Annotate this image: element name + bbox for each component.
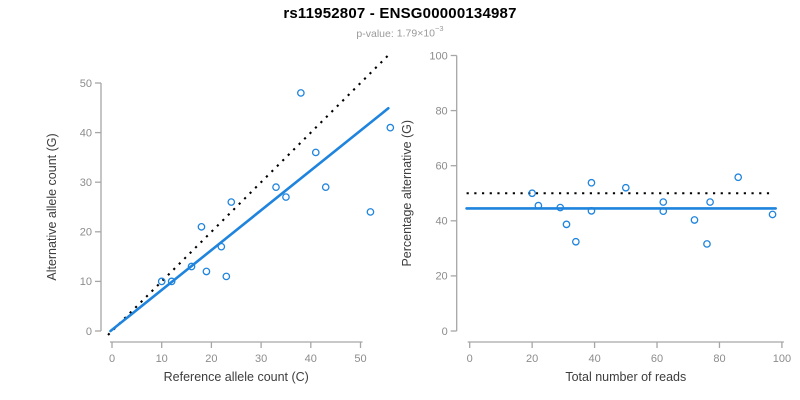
data-point	[217, 242, 226, 251]
data-point	[222, 272, 231, 281]
data-point	[386, 123, 395, 132]
x-tick-label: 30	[255, 353, 267, 365]
x-tick-label: 10	[156, 353, 168, 365]
p-value-subtitle: p-value: 1.79×10−3	[0, 24, 800, 40]
y-tick-label: 60	[435, 161, 447, 173]
data-point	[167, 277, 176, 286]
x-tick-label: 50	[354, 353, 366, 365]
regression-line	[109, 106, 390, 333]
data-point	[202, 267, 211, 276]
data-point	[272, 183, 280, 192]
identity-line	[107, 53, 393, 336]
left-plot: 0 10 20 30 40 50 0 10 20 30 40 50 Reference allele c…	[45, 53, 395, 384]
x-tick-label: 0	[109, 353, 115, 365]
data-point	[734, 173, 743, 182]
data-point	[690, 216, 699, 224]
data-point	[321, 183, 330, 192]
right-plot: 0 20 40 60 80 100 0 20 40 60 80 100 Total number of …	[400, 50, 791, 384]
x-tick-label: 100	[773, 353, 791, 365]
x-tick-label: 60	[651, 353, 663, 365]
data-point	[282, 193, 290, 201]
data-point	[311, 148, 320, 157]
data-point	[706, 198, 714, 206]
x-tick-label: 40	[588, 353, 600, 365]
data-point	[659, 207, 668, 216]
y-axis-title: Alternative allele count (G)	[45, 133, 59, 280]
x-tick-label: 40	[305, 353, 317, 365]
data-point	[534, 201, 543, 210]
y-tick-label: 80	[435, 105, 447, 117]
y-axis-title: Percentage alternative (G)	[400, 120, 414, 267]
y-tick-label: 40	[80, 127, 92, 139]
x-tick-label: 0	[467, 353, 473, 365]
data-point	[703, 240, 711, 248]
y-tick-label: 20	[435, 271, 447, 283]
data-point	[621, 183, 630, 192]
data-point	[366, 208, 375, 216]
p-value-label: p-value:	[356, 27, 394, 40]
data-point	[587, 178, 596, 187]
plot-title: rs11952807 - ENSG00000134987	[283, 5, 517, 22]
data-point	[187, 262, 196, 271]
y-tick-label: 100	[429, 50, 447, 62]
y-tick-label: 30	[80, 177, 92, 189]
x-axis-title: Total number of reads	[565, 370, 686, 384]
y-tick-label: 10	[80, 276, 92, 288]
data-point	[587, 207, 596, 215]
data-point	[528, 189, 536, 198]
data-point	[768, 210, 777, 219]
x-tick-label: 20	[205, 353, 217, 365]
data-point	[562, 220, 571, 229]
y-tick-label: 20	[80, 227, 92, 239]
x-axis-title: Reference allele count (C)	[164, 370, 309, 384]
x-tick-label: 20	[526, 353, 538, 365]
data-point	[227, 198, 236, 206]
y-tick-label: 40	[435, 216, 447, 228]
y-tick-label: 50	[80, 78, 92, 90]
data-point	[659, 198, 668, 206]
data-point	[571, 237, 580, 246]
p-value-mantissa: 1.79	[396, 27, 418, 40]
p-value-exponent: −3	[435, 24, 444, 33]
p-value-times-ten: ×10	[417, 27, 436, 40]
y-tick-label: 0	[86, 326, 92, 338]
data-point	[157, 277, 166, 286]
data-point	[556, 203, 565, 212]
x-tick-label: 80	[713, 353, 725, 365]
data-point	[197, 222, 206, 231]
y-tick-label: 0	[442, 326, 448, 338]
data-point	[297, 89, 305, 97]
